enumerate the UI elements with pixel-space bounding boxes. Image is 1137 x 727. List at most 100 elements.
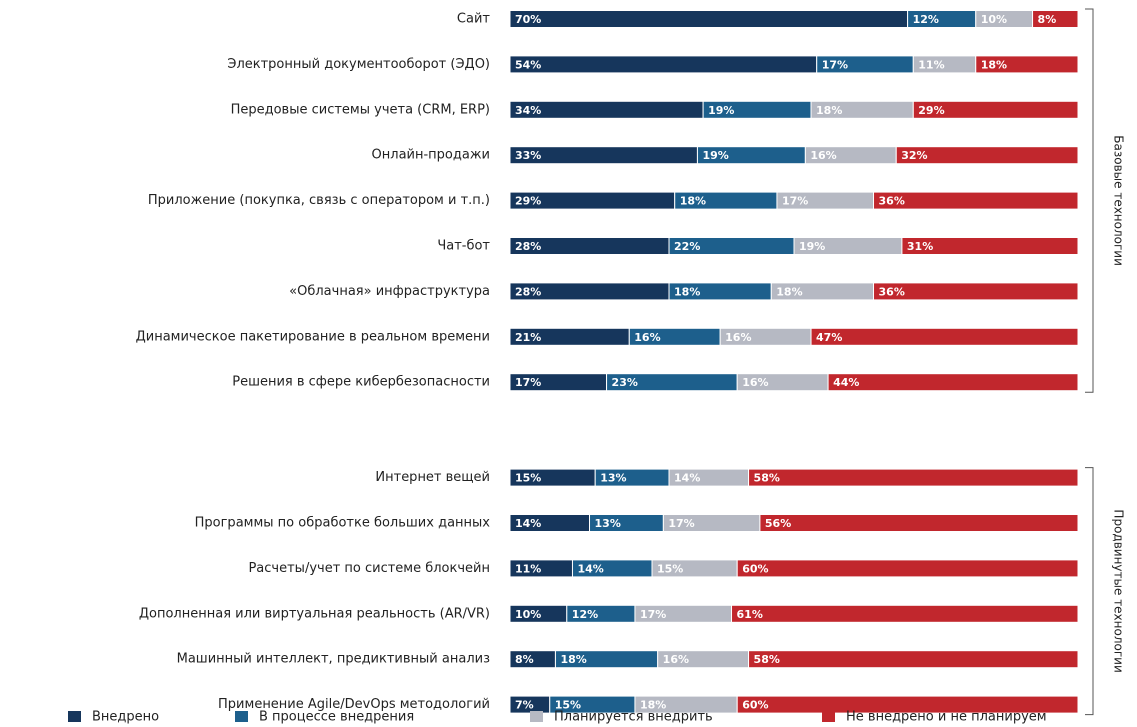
value-label: 13%	[600, 472, 626, 485]
category-label: Расчеты/учет по системе блокчейн	[248, 561, 490, 576]
category-label: Программы по обработке больших данных	[195, 516, 491, 531]
value-label: 19%	[702, 149, 728, 162]
category-label: Машинный интеллект, предиктивный анализ	[177, 652, 490, 667]
value-label: 18%	[776, 285, 802, 298]
value-label: 18%	[680, 195, 706, 208]
value-label: 23%	[612, 376, 638, 389]
value-label: 16%	[725, 331, 751, 344]
bar-segment	[736, 695, 1079, 714]
value-label: 14%	[577, 562, 603, 575]
value-label: 18%	[560, 653, 586, 666]
category-label: «Облачная» инфраструктура	[289, 284, 490, 299]
value-label: 29%	[918, 104, 944, 117]
value-label: 60%	[742, 562, 768, 575]
category-label: Дополненная или виртуальная реальность (…	[139, 606, 490, 621]
value-label: 18%	[816, 104, 842, 117]
value-label: 70%	[515, 13, 541, 26]
value-label: 16%	[663, 653, 689, 666]
legend-label: Планируется внедрить	[554, 710, 713, 725]
group-label: Базовые технологии	[1112, 135, 1126, 266]
group-bracket	[1085, 467, 1094, 716]
value-label: 28%	[515, 285, 541, 298]
category-label: Онлайн-продажи	[372, 148, 490, 163]
value-label: 11%	[515, 562, 541, 575]
value-label: 12%	[913, 13, 939, 26]
bar-segment	[873, 191, 1079, 210]
value-label: 28%	[515, 240, 541, 253]
value-label: 14%	[515, 517, 541, 530]
legend-label: В процессе внедрения	[259, 710, 414, 725]
bar-segment	[509, 10, 909, 28]
group-label: Продвинутые технологии	[1112, 509, 1126, 672]
bar-segment	[759, 514, 1079, 532]
value-label: 19%	[799, 240, 825, 253]
value-label: 29%	[515, 195, 541, 208]
category-label: Электронный документооборот (ЭДО)	[227, 57, 490, 72]
bar-segment	[731, 604, 1079, 623]
value-label: 12%	[572, 608, 598, 621]
value-label: 36%	[879, 285, 905, 298]
value-label: 15%	[657, 562, 683, 575]
value-label: 17%	[515, 376, 541, 389]
bar-segment	[736, 559, 1079, 578]
value-label: 13%	[595, 517, 621, 530]
value-label: 15%	[515, 472, 541, 485]
category-label: Динамическое пакетирование в реальном вр…	[136, 329, 490, 344]
value-label: 18%	[981, 58, 1007, 71]
value-label: 56%	[765, 517, 791, 530]
legend-label: Не внедрено и не планируем	[846, 710, 1047, 725]
value-label: 31%	[907, 240, 933, 253]
value-label: 22%	[674, 240, 700, 253]
value-label: 34%	[515, 104, 541, 117]
value-label: 17%	[782, 195, 808, 208]
bar-segment	[1032, 10, 1079, 28]
legend-label: Внедрено	[92, 710, 159, 725]
value-label: 60%	[742, 699, 768, 712]
value-label: 18%	[674, 285, 700, 298]
value-label: 21%	[515, 331, 541, 344]
bar-segment	[509, 55, 818, 74]
value-label: 14%	[674, 472, 700, 485]
legend-swatch	[530, 711, 543, 722]
value-label: 58%	[754, 653, 780, 666]
legend-swatch	[235, 711, 248, 722]
value-label: 36%	[879, 195, 905, 208]
value-label: 11%	[918, 58, 944, 71]
value-label: 15%	[555, 699, 581, 712]
value-label: 32%	[901, 149, 927, 162]
value-label: 33%	[515, 149, 541, 162]
value-label: 58%	[754, 472, 780, 485]
value-label: 18%	[640, 699, 666, 712]
bar-segment	[895, 146, 1079, 165]
value-label: 16%	[810, 149, 836, 162]
category-label: Передовые системы учета (CRM, ERP)	[231, 102, 490, 117]
value-label: 44%	[833, 376, 859, 389]
value-label: 19%	[708, 104, 734, 117]
legend-swatch	[68, 711, 81, 722]
value-label: 47%	[816, 331, 842, 344]
value-label: 8%	[1038, 13, 1057, 26]
value-label: 7%	[515, 699, 534, 712]
category-label: Сайт	[457, 12, 490, 27]
bar-segment	[810, 327, 1079, 346]
bar-segment	[873, 282, 1079, 301]
value-label: 8%	[515, 653, 534, 666]
group-bracket	[1085, 8, 1094, 393]
bar-segment	[748, 650, 1079, 669]
bar-segment	[912, 100, 1079, 119]
category-label: Чат-бот	[437, 239, 490, 254]
category-label: Приложение (покупка, связь с оператором …	[148, 193, 490, 208]
value-label: 16%	[634, 331, 660, 344]
value-label: 54%	[515, 58, 541, 71]
bar-segment	[827, 373, 1079, 392]
value-label: 17%	[640, 608, 666, 621]
value-label: 16%	[742, 376, 768, 389]
category-label: Решения в сфере кибербезопасности	[232, 375, 490, 390]
bar-segment	[975, 55, 1079, 74]
category-label: Применение Agile/DevOps методологий	[218, 697, 490, 712]
value-label: 17%	[822, 58, 848, 71]
value-label: 10%	[981, 13, 1007, 26]
category-label: Интернет вещей	[375, 470, 490, 485]
bar-segment	[901, 237, 1079, 255]
